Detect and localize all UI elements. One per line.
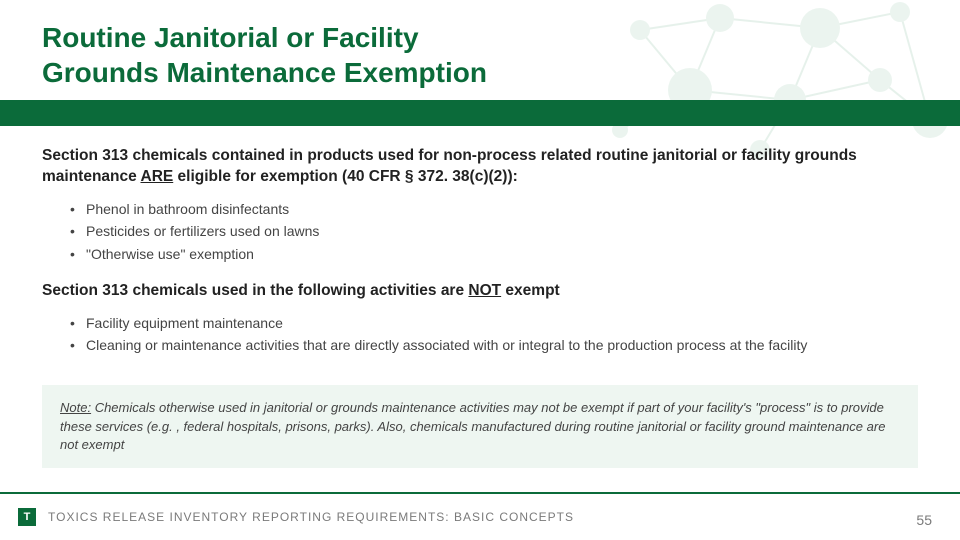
bullet-item: "Otherwise use" exemption [70, 243, 918, 265]
section1-lead: Section 313 chemicals contained in produ… [42, 146, 918, 188]
section2-lead: Section 313 chemicals used in the follow… [42, 281, 918, 302]
note-box: Note: Chemicals otherwise used in janito… [42, 385, 918, 468]
bullet-item: Pesticides or fertilizers used on lawns [70, 220, 918, 242]
network-graphic [580, 0, 960, 170]
page-number: 55 [916, 512, 932, 528]
header-accent-bar [0, 100, 960, 126]
bullet-item: Facility equipment maintenance [70, 312, 918, 334]
logo-icon: T [18, 508, 36, 526]
slide-title: Routine Janitorial or FacilityGrounds Ma… [42, 20, 487, 90]
footer-text: TOXICS RELEASE INVENTORY REPORTING REQUI… [48, 510, 574, 524]
footer: T TOXICS RELEASE INVENTORY REPORTING REQ… [0, 494, 960, 540]
slide: Routine Janitorial or FacilityGrounds Ma… [0, 0, 960, 540]
slide-body: Section 313 chemicals contained in produ… [42, 146, 918, 373]
section2-lead-underline: NOT [468, 282, 501, 299]
section1-bullets: Phenol in bathroom disinfectantsPesticid… [70, 198, 918, 265]
bullet-item: Phenol in bathroom disinfectants [70, 198, 918, 220]
note-text: Chemicals otherwise used in janitorial o… [60, 400, 885, 451]
section1-lead-underline: ARE [141, 168, 174, 185]
section2-bullets: Facility equipment maintenanceCleaning o… [70, 312, 918, 357]
section2-lead-pre: Section 313 chemicals used in the follow… [42, 282, 468, 299]
section2-lead-post: exempt [501, 282, 560, 299]
note-label: Note: [60, 400, 91, 415]
section1-lead-post: eligible for exemption (40 CFR § 372. 38… [173, 168, 518, 185]
bullet-item: Cleaning or maintenance activities that … [70, 334, 918, 356]
